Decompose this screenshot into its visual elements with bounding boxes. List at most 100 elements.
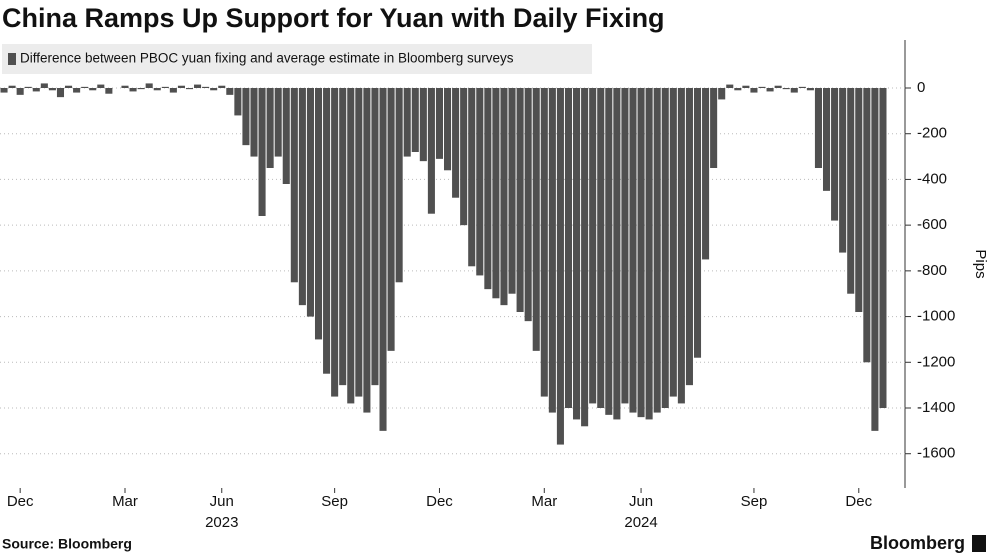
bar [194, 84, 202, 88]
bar [274, 88, 282, 157]
bar [524, 88, 532, 322]
bar [637, 88, 645, 418]
bar [218, 85, 226, 88]
bar [839, 88, 847, 253]
legend-swatch [8, 53, 16, 65]
bar [363, 88, 371, 413]
bar [831, 88, 839, 221]
bar [782, 88, 790, 90]
y-tick-label: -1400 [917, 399, 955, 416]
bar [395, 88, 403, 283]
bar [532, 88, 540, 351]
bar [258, 88, 266, 216]
y-tick-label: -600 [917, 216, 947, 233]
bar [97, 84, 105, 88]
bar [702, 88, 710, 260]
bar [427, 88, 435, 214]
bar [137, 88, 145, 90]
y-tick-label: -1000 [917, 308, 955, 325]
bar [863, 88, 871, 363]
y-tick-label: -200 [917, 125, 947, 142]
bar [669, 88, 677, 397]
legend-box [2, 44, 592, 74]
bar [589, 88, 597, 404]
bar [282, 88, 290, 184]
bar [226, 88, 234, 95]
bar [581, 88, 589, 427]
bar [693, 88, 702, 358]
bar [806, 88, 814, 91]
bar [16, 88, 24, 95]
bar [379, 88, 387, 431]
bar [685, 88, 693, 386]
bar [847, 88, 855, 294]
bar [331, 88, 339, 397]
bar [169, 88, 177, 93]
y-tick-label: -1200 [917, 353, 955, 370]
y-tick-label: -1600 [917, 445, 955, 462]
source: Source: Bloomberg [2, 536, 132, 552]
x-tick-label: Sep [741, 493, 768, 510]
bar [750, 88, 758, 93]
bar [564, 88, 573, 408]
bar [734, 88, 742, 91]
y-tick-label: -800 [917, 262, 947, 279]
bar [774, 85, 782, 88]
bar [89, 88, 97, 91]
y-tick-label: -400 [917, 170, 947, 187]
x-tick-label: Jun [629, 493, 653, 510]
y-tick-label: 0 [917, 79, 925, 96]
bar [339, 88, 347, 386]
bar [871, 88, 879, 431]
brand: Bloomberg [870, 533, 965, 553]
bar [419, 88, 427, 162]
bar [347, 88, 355, 404]
bar [556, 88, 564, 445]
bar [323, 88, 331, 374]
x-tick-label: Jun [210, 493, 234, 510]
bar [0, 88, 8, 93]
bar [726, 84, 734, 88]
bar [468, 88, 476, 267]
bar [177, 85, 185, 88]
x-tick-label: Mar [531, 493, 557, 510]
bar [855, 88, 863, 312]
bar [40, 83, 48, 88]
x-tick-label: Dec [7, 493, 34, 510]
bar [355, 88, 363, 397]
bar [540, 88, 548, 397]
bar [597, 88, 605, 408]
bar [790, 88, 798, 93]
bar [129, 88, 137, 92]
x-tick-label: Mar [112, 493, 138, 510]
y-axis-label: Pips [972, 249, 989, 278]
bar [879, 88, 887, 408]
x-tick-label: Dec [426, 493, 453, 510]
bar [145, 83, 153, 88]
bar [758, 86, 766, 88]
bar [8, 85, 16, 88]
bar [653, 88, 661, 413]
bar [629, 88, 637, 413]
bar [314, 88, 323, 340]
bar [185, 88, 194, 90]
x-year-label: 2023 [205, 514, 238, 531]
bar [444, 88, 452, 171]
bar [573, 88, 581, 420]
bar [411, 88, 419, 152]
bar [202, 86, 210, 88]
bar [492, 88, 500, 299]
bar [105, 88, 113, 94]
bar [645, 88, 653, 420]
bar [210, 88, 218, 91]
bar [613, 88, 621, 420]
bar [798, 86, 806, 88]
bar [73, 88, 81, 93]
bar [48, 88, 56, 91]
bar [476, 88, 484, 276]
bar [371, 88, 379, 386]
bar [266, 88, 274, 168]
bar [121, 85, 129, 88]
x-tick-label: Sep [321, 493, 348, 510]
